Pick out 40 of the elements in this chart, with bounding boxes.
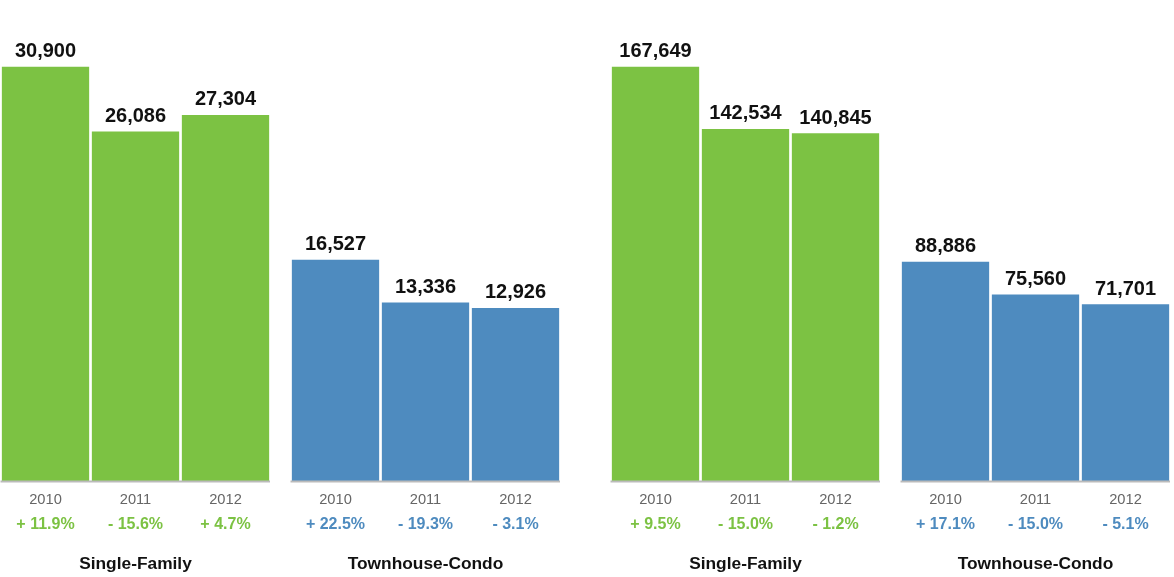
x-tick-label: 2012 xyxy=(819,490,852,507)
data-label: 27,304 xyxy=(194,87,257,110)
text: + 22.5% xyxy=(305,514,366,532)
x-tick-label: 2012 xyxy=(209,490,242,507)
x-tick-label: 2012 xyxy=(499,490,532,507)
text: - 3.1% xyxy=(492,514,539,532)
x-tick-label: 2010 xyxy=(29,490,62,507)
text: + 4.7% xyxy=(200,514,251,532)
x-tick-label: 2011 xyxy=(409,490,442,507)
data-label: 16,527 xyxy=(304,232,367,255)
data-label: 71,701 xyxy=(1094,276,1157,299)
x-tick-label: 2010 xyxy=(319,490,352,507)
data-label: 140,845 xyxy=(799,105,872,128)
x-tick-label: 2010 xyxy=(929,490,962,507)
x-tick-label: 2010 xyxy=(639,490,672,507)
data-label: 13,336 xyxy=(394,274,457,297)
x-tick-label: 2011 xyxy=(1019,490,1052,507)
text: + 11.9% xyxy=(16,514,75,532)
data-label: 88,886 xyxy=(914,234,977,257)
x-tick-label: 2011 xyxy=(729,490,762,507)
x-axis-title: Townhouse-Condo xyxy=(347,552,504,573)
text: + 9.5% xyxy=(630,514,681,532)
text: - 5.1% xyxy=(1102,514,1149,532)
text: - 19.3% xyxy=(397,514,454,532)
text: - 15.0% xyxy=(1007,514,1064,532)
data-label: 26,086 xyxy=(104,103,167,126)
x-axis-title: Single-Family xyxy=(79,552,193,573)
data-label: 12,926 xyxy=(484,280,547,303)
data-label: 167,649 xyxy=(619,39,692,62)
data-label: 75,560 xyxy=(1004,266,1067,289)
data-label: 142,534 xyxy=(709,101,783,124)
text: - 15.0% xyxy=(717,514,774,532)
x-axis-title: Townhouse-Condo xyxy=(957,552,1114,573)
x-axis-title: Single-Family xyxy=(689,552,803,573)
data-label: 30,900 xyxy=(14,39,77,62)
x-tick-label: 2012 xyxy=(1109,490,1142,507)
text: - 15.6% xyxy=(107,514,164,532)
x-tick-label: 2011 xyxy=(119,490,152,507)
text: + 17.1% xyxy=(915,514,976,532)
text: - 1.2% xyxy=(812,514,859,532)
